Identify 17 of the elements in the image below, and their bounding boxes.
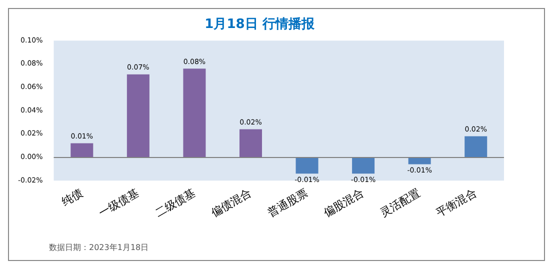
text: 数据日期：2023年1月18日 bbox=[49, 243, 149, 252]
bar bbox=[352, 157, 375, 174]
x-tick-label: 平衡混合 bbox=[434, 186, 479, 220]
x-tick-label: 普通股票 bbox=[265, 186, 310, 220]
x-tick-label: 灵活配置 bbox=[378, 186, 423, 220]
x-tick-label: 一级债基 bbox=[96, 186, 142, 220]
bar bbox=[239, 129, 262, 158]
x-tick-label: 偏债混合 bbox=[209, 186, 254, 220]
x-tick-label: 纯债 bbox=[59, 186, 85, 208]
bar bbox=[183, 68, 206, 158]
x-tick-label: 偏股混合 bbox=[322, 186, 366, 220]
bar bbox=[126, 74, 150, 158]
bar bbox=[464, 136, 488, 158]
bar bbox=[296, 157, 318, 174]
chart-title: 1月18日 行情播报 bbox=[204, 17, 316, 32]
bar bbox=[70, 143, 94, 158]
x-tick-label: 二级债基 bbox=[152, 186, 198, 220]
